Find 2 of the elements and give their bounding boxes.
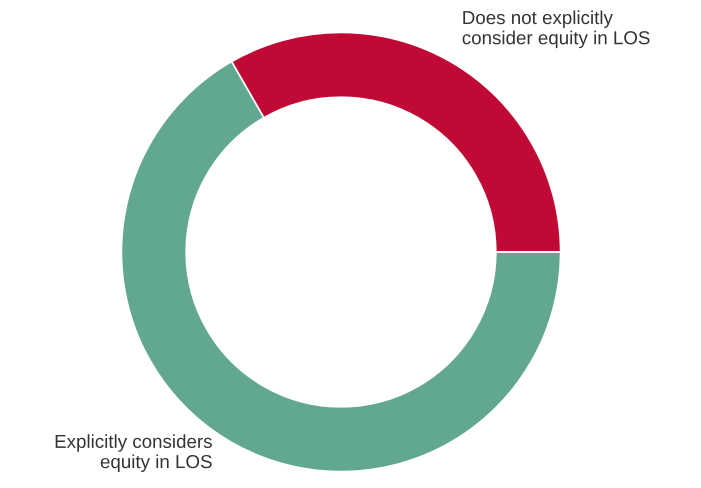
slice-label: Explicitly considers equity in LOS: [56, 434, 212, 472]
slice-label: Does not explicitly consider equity in LOS: [462, 10, 650, 48]
